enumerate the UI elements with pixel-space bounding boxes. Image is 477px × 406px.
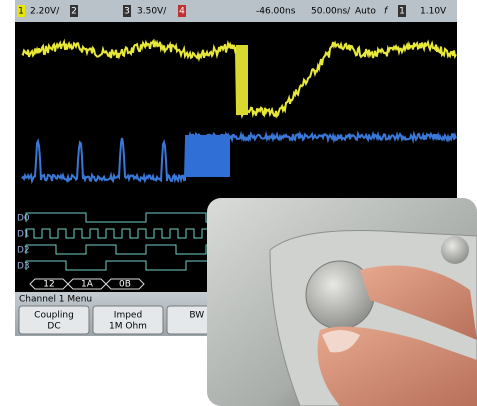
bus-segment — [105, 278, 145, 290]
bus-value: 1A — [81, 280, 94, 290]
trigger-icon: f — [384, 7, 389, 17]
softkey-label: Coupling — [34, 311, 74, 321]
softkey-value: DC — [47, 322, 60, 332]
menu-title: Channel 1 Menu — [19, 295, 92, 305]
digital-label: D1 — [17, 230, 30, 240]
ch1-scale: 2.20V/ — [30, 7, 60, 17]
blue-trace — [21, 130, 457, 185]
trigger-mode: Auto — [355, 7, 376, 17]
softkey — [92, 305, 164, 335]
ch-badge — [398, 5, 406, 17]
photo — [207, 198, 477, 406]
nail — [322, 330, 360, 353]
ch-badge — [70, 5, 78, 17]
ch1: 1 — [18, 7, 24, 17]
ch-badge — [123, 5, 131, 17]
thumb — [317, 326, 477, 406]
softkey-label: BW Li — [189, 311, 214, 321]
finger — [360, 265, 477, 340]
softkey-label: Imped — [114, 311, 142, 321]
ch4: 4 — [179, 7, 185, 17]
trigger-source: 1 — [399, 7, 405, 17]
trigger-level: 1.10V — [420, 7, 447, 17]
ch-badge — [178, 5, 186, 17]
ch3: 3 — [124, 7, 130, 17]
knob-small — [441, 236, 469, 264]
ch3-scale: 3.50V/ — [137, 7, 167, 17]
delay: -46.00ns — [256, 7, 296, 17]
bus-value: 0B — [119, 280, 131, 290]
digital-label: D3 — [17, 262, 30, 272]
blue-burst — [185, 135, 230, 177]
digital-label: D0 — [17, 214, 30, 224]
traces — [21, 38, 457, 185]
softkey — [18, 305, 90, 335]
timebase: 50.00ns/ — [311, 7, 351, 17]
softkey-value: 1M Ohm — [109, 322, 147, 332]
yellow-edge — [236, 45, 248, 115]
bus-value: 12 — [43, 280, 54, 290]
digital-label: D2 — [17, 246, 30, 256]
ch2: 2 — [71, 7, 77, 17]
ch-badge — [17, 5, 25, 17]
status-bar — [15, 0, 457, 22]
